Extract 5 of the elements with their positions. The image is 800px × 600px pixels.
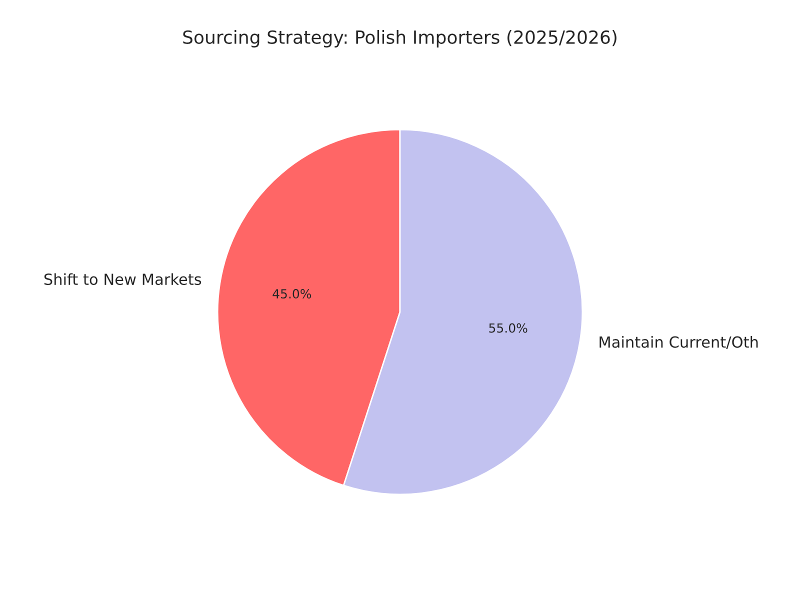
slice-label: Maintain Current/Oth bbox=[600, 336, 758, 350]
slice-label: Shift to New Markets bbox=[44, 273, 202, 286]
data-label: 45.0% bbox=[272, 289, 312, 299]
data-label: 55.0% bbox=[489, 323, 528, 333]
chart-title: Sourcing Strategy: Polish Importers (2025/2026) bbox=[183, 30, 616, 48]
